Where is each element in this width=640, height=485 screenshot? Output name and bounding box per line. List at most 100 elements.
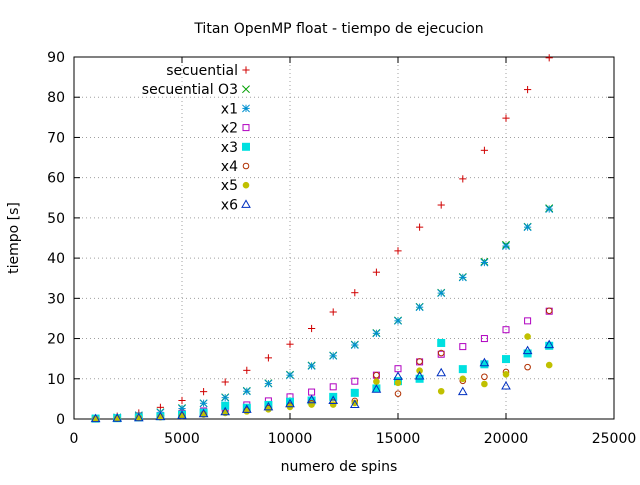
data-point [351,289,359,297]
legend-item: x4 [221,159,250,175]
series-secuential-o3 [91,204,554,423]
y-tick-label: 50 [47,211,65,227]
data-point [263,401,274,411]
data-point [479,357,490,367]
legend-marker [242,162,250,170]
data-point [220,406,231,416]
legend-label: secuential [166,63,238,79]
data-point [480,360,489,369]
data-point [480,258,489,267]
data-point [502,242,510,250]
data-point [502,114,510,122]
data-point [177,410,187,419]
data-point [394,390,402,397]
data-point [351,377,359,385]
data-point [416,358,423,365]
x-tick-label: 25000 [592,431,637,447]
legend-label: secuential O3 [142,82,238,98]
data-point [133,412,144,422]
data-point [308,388,316,396]
data-point [264,354,272,362]
legend: secuential secuential O3 x1 x2 x3 x4 x5 x6 [142,63,251,213]
legend-label: x1 [221,101,238,117]
data-point [416,223,424,231]
legend-item: x2 [221,121,250,137]
data-point [350,341,359,349]
plot-frame [73,56,615,420]
y-tick-label: 40 [47,251,65,267]
data-point [415,303,424,312]
data-point [459,343,467,351]
y-tick-label: 10 [47,372,65,388]
data-point [393,371,403,380]
legend-item: x6 [221,197,251,213]
data-point [112,413,123,422]
data-point [241,404,252,413]
data-point [394,379,402,387]
data-point [329,383,337,391]
data-point [437,289,446,298]
data-point [373,378,380,385]
data-point [544,339,555,349]
data-point [545,307,553,315]
data-point [306,394,317,404]
data-point [437,338,446,347]
data-point [155,411,166,421]
data-point [545,205,554,213]
data-point [373,371,380,379]
data-point [523,223,532,232]
data-point [394,316,402,325]
legend-marker [242,124,250,132]
legend-marker [242,85,250,94]
y-tick-label: 80 [47,90,65,106]
x-tick-label: 0 [70,431,79,447]
legend-marker [242,104,250,113]
data-point [524,317,532,325]
chart-title: Titan OpenMP float - tiempo de ejecucion [193,21,483,37]
data-point [328,395,339,404]
data-point [178,396,186,405]
legend-item: secuential O3 [142,82,250,98]
data-point [308,324,316,333]
legend-label: x3 [221,140,238,156]
y-tick-label: 0 [56,412,65,428]
data-point [329,351,338,360]
y-tick-label: 90 [47,50,65,66]
data-point [459,375,467,383]
data-point [480,146,488,154]
data-point [458,273,467,282]
data-point [414,370,425,380]
data-point [524,333,531,340]
legend-label: x2 [221,121,238,137]
data-point [480,335,488,343]
data-point [394,365,402,373]
data-point [372,329,381,338]
data-point [329,401,337,408]
series-x3 [91,338,554,423]
data-point [350,388,359,397]
x-tick-label: 20000 [484,431,529,447]
data-point [502,371,510,378]
series-x1 [91,205,554,423]
data-point [481,373,488,381]
data-point [437,387,445,395]
data-point [198,408,209,418]
data-points [90,54,555,423]
data-point [221,378,229,386]
data-point [524,363,531,371]
data-point [285,398,295,408]
legend-item: x3 [221,140,250,156]
data-point [458,365,467,374]
data-point [481,380,488,388]
data-point [286,371,294,380]
y-tick-label: 30 [47,291,65,307]
data-point [416,367,423,375]
data-point [371,384,382,393]
axes: 0 5000 10000 15000 20000 25000 0 10 20 30 40 50 60 70… [47,50,636,447]
data-point [221,401,230,410]
data-point [349,399,360,409]
x-tick-label: 10000 [268,431,313,447]
data-point [286,340,294,348]
data-point [264,379,273,388]
